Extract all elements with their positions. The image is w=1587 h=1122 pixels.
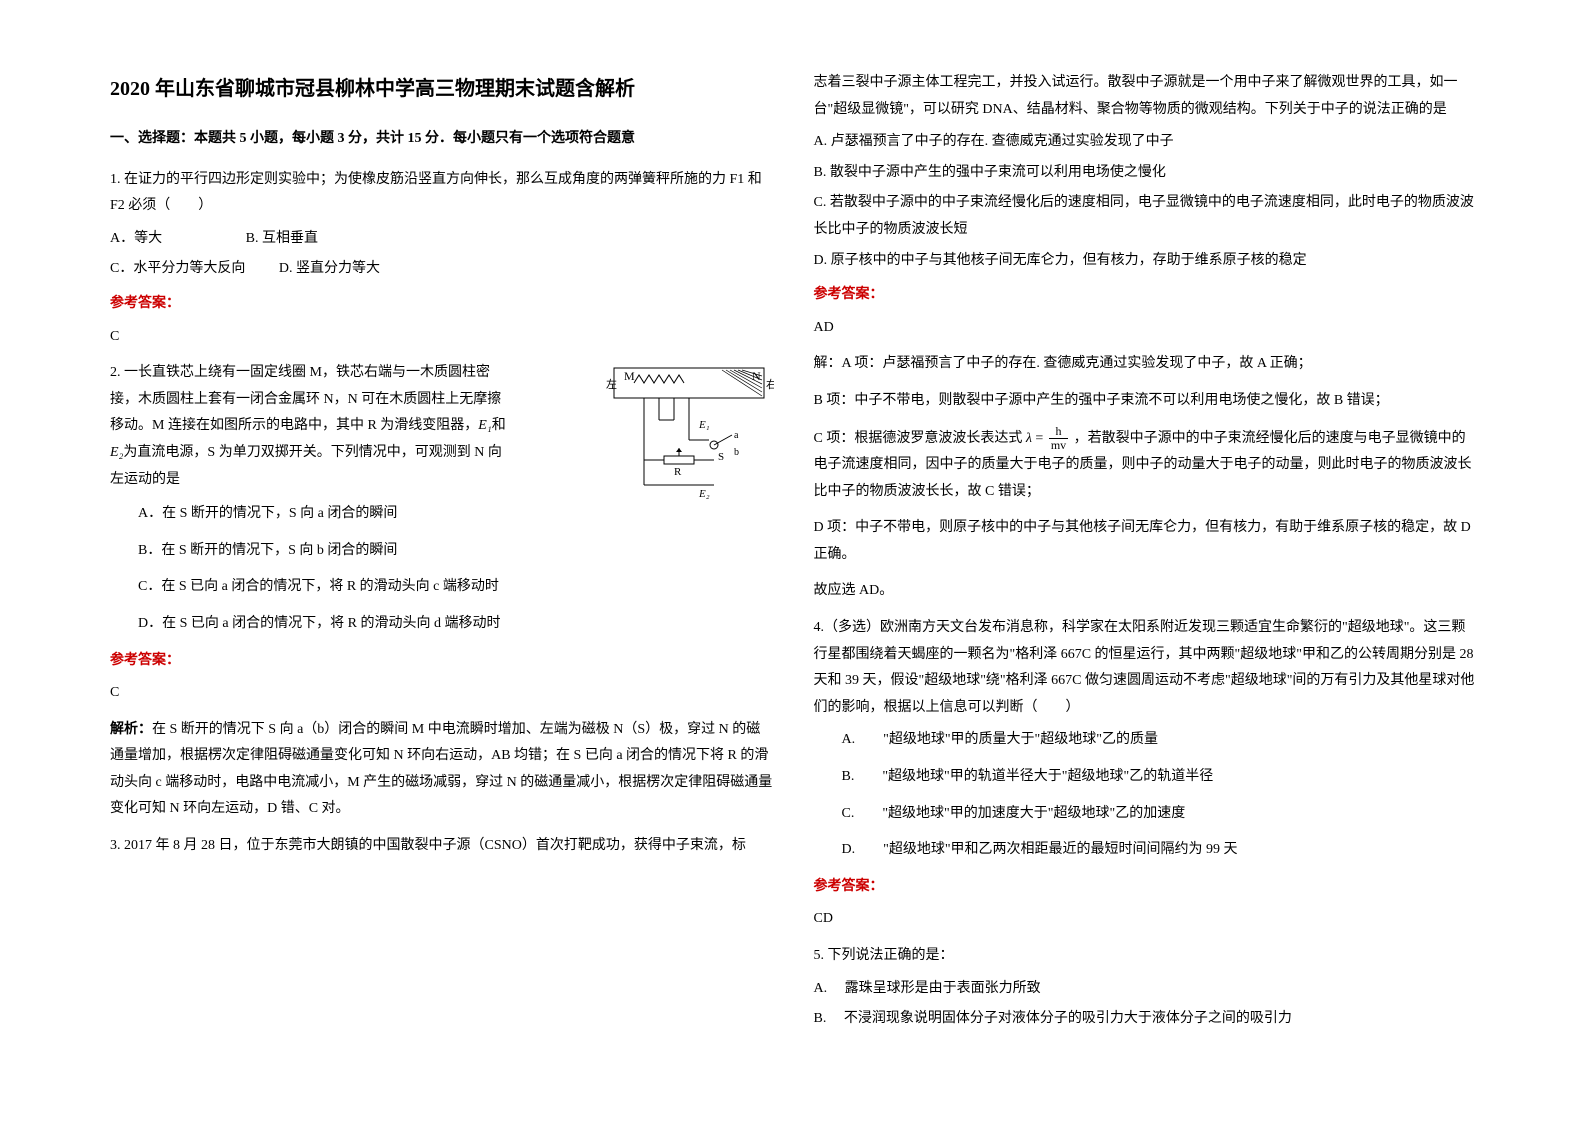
q3-optD: D. 原子核中的中子与其他核子间无库仑力，但有核力，存助于维系原子核的稳定 [814,248,1478,275]
q3-text-cont: 志着三裂中子源主体工程完工，并投入试运行。散裂中子源就是一个用中子来了解微观世界… [814,70,1478,123]
q1-answer-label: 参考答案： [110,291,774,318]
q2-text-block: 2. 一长直铁芯上绕有一固定线圈 M，铁芯右端与一木质圆柱密 接，木质圆柱上套有… [110,360,521,493]
q1-optD: D. 竖直分力等大 [279,261,380,276]
q1-text: 1. 在证力的平行四边形定则实验中；为使橡皮筋沿竖直方向伸长，那么互成角度的两弹… [110,167,774,220]
q2-line1: 2. 一长直铁芯上绕有一固定线圈 M，铁芯右端与一木质圆柱密 [110,360,521,387]
q2-line4: E₂为直流电源，S 为单刀双掷开关。下列情况中，可观测到 N 向 [110,440,521,467]
q3-answer-label: 参考答案： [814,282,1478,309]
question-5: 5. 下列说法正确的是： A. 露珠呈球形是由于表面张力所致 B. 不浸润现象说… [814,943,1478,1033]
q1-answer: C [110,324,774,351]
question-2: 2. 一长直铁芯上绕有一固定线圈 M，铁芯右端与一木质圆柱密 接，木质圆柱上套有… [110,360,774,823]
q2-optB: B．在 S 断开的情况下，S 向 b 闭合的瞬间 [138,538,774,565]
q3-exp2: B 项：中子不带电，则散裂中子源中产生的强中子束流不可以利用电场使之慢化，故 B… [814,388,1478,415]
explanation-label: 解析： [110,722,152,737]
q2-line3: 移动。M 连接在如图所示的电路中，其中 R 为滑线变阻器，E₁和 [110,413,521,440]
document-title: 2020 年山东省聊城市冠县柳林中学高三物理期末试题含解析 [110,70,774,108]
q3-exp4: D 项：中子不带电，则原子核中的中子与其他核子间无库仑力，但有核力，有助于维系原… [814,515,1478,568]
q2-line5: 左运动的是 [110,467,521,494]
q2-optD: D．在 S 已向 a 闭合的情况下，将 R 的滑动头向 d 端移动时 [138,611,774,638]
q2-e1: E₁ [478,418,491,433]
q4-answer: CD [814,906,1478,933]
right-column: 志着三裂中子源主体工程完工，并投入试运行。散裂中子源就是一个用中子来了解微观世界… [794,70,1498,1052]
diagram-label-E1: E₁ [698,419,710,431]
q3-optA: A. 卢瑟福预言了中子的存在. 查德威克通过实验发现了中子 [814,129,1478,156]
left-column: 2020 年山东省聊城市冠县柳林中学高三物理期末试题含解析 一、选择题：本题共 … [90,70,794,1052]
q2-explanation: 解析：在 S 断开的情况下 S 向 a（b）闭合的瞬间 M 中电流瞬时增加、左端… [110,717,774,823]
q3-text-start: 3. 2017 年 8 月 28 日，位于东莞市大朗镇的中国散裂中子源（CSNO… [110,833,774,860]
q4-optA: A. "超级地球"甲的质量大于"超级地球"乙的质量 [842,727,1478,754]
q5-optA: A. 露珠呈球形是由于表面张力所致 [814,976,1478,1003]
q2-line2: 接，木质圆柱上套有一闭合金属环 N，N 可在木质圆柱上无摩擦 [110,387,521,414]
diagram-label-left: 左 [606,378,617,391]
fraction-h-over-mv: h mv [1049,425,1068,452]
diagram-label-S: S [718,451,724,463]
section-header: 一、选择题：本题共 5 小题，每小题 3 分，共计 15 分．每小题只有一个选项… [110,126,774,153]
q2-answer-label: 参考答案： [110,648,774,675]
diagram-label-right: 右 [766,377,774,391]
q1-optC: C．水平分力等大反向 [110,261,245,276]
question-4: 4.（多选）欧洲南方天文台发布消息称，科学家在太阳系附近发现三颗适宜生命繁衍的"… [814,615,1478,933]
q5-text: 5. 下列说法正确的是： [814,943,1478,970]
diagram-label-R: R [674,466,682,478]
q5-optB: B. 不浸润现象说明固体分子对液体分子的吸引力大于液体分子之间的吸引力 [814,1006,1478,1033]
question-1: 1. 在证力的平行四边形定则实验中；为使橡皮筋沿竖直方向伸长，那么互成角度的两弹… [110,167,774,351]
q3-exp1: 解：A 项：卢瑟福预言了中子的存在. 查德威克通过实验发现了中子，故 A 正确； [814,351,1478,378]
q4-optD: D. "超级地球"甲和乙两次相距最近的最短时间间隔约为 99 天 [842,837,1478,864]
q3-optB: B. 散裂中子源中产生的强中子束流可以利用电场使之慢化 [814,160,1478,187]
q2-e2: E₂ [110,445,123,460]
q4-text: 4.（多选）欧洲南方天文台发布消息称，科学家在太阳系附近发现三颗适宜生命繁衍的"… [814,615,1478,721]
diagram-label-a: a [734,430,739,441]
q3-optC: C. 若散裂中子源中的中子束流经慢化后的速度相同，电子显微镜中的电子流速度相同，… [814,190,1478,243]
q2-optC: C．在 S 已向 a 闭合的情况下，将 R 的滑动头向 c 端移动时 [138,574,774,601]
q1-options-row1: A．等大 B. 互相垂直 [110,226,774,253]
q1-optA: A．等大 [110,231,162,246]
diagram-label-E2: E₂ [698,488,710,500]
q2-answer: C [110,680,774,707]
circuit-diagram: M N 左 右 E₁ a b S R [604,360,774,500]
q1-optB: B. 互相垂直 [246,231,318,246]
diagram-label-b: b [734,447,739,458]
q4-optB: B. "超级地球"甲的轨道半径大于"超级地球"乙的轨道半径 [842,764,1478,791]
q4-answer-label: 参考答案： [814,874,1478,901]
q3-exp3: C 项：根据德波罗意波波长表达式 λ = h mv ，若散裂中子源中的中子束流经… [814,425,1478,506]
q2-optA: A．在 S 断开的情况下，S 向 a 闭合的瞬间 [138,501,774,528]
diagram-label-M: M [624,369,635,383]
q4-optC: C. "超级地球"甲的加速度大于"超级地球"乙的加速度 [842,801,1478,828]
q3-exp5: 故应选 AD。 [814,578,1478,605]
lambda-symbol: λ [1026,430,1032,445]
q3-answer: AD [814,315,1478,342]
q1-options-row2: C．水平分力等大反向 D. 竖直分力等大 [110,256,774,283]
